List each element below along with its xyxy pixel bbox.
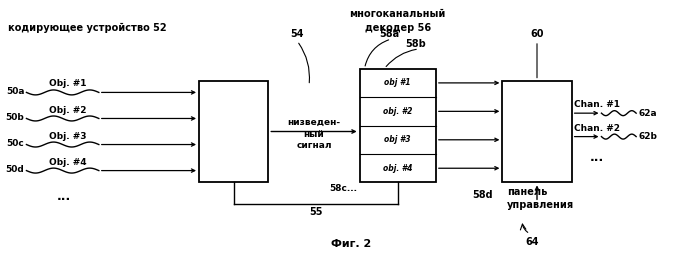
Text: ный: ный (304, 130, 325, 139)
Bar (199, 81, 268, 182)
Text: 62a: 62a (638, 109, 657, 118)
Text: 58c...: 58c... (329, 185, 357, 194)
Bar (503, 81, 572, 182)
Text: Obj. #1: Obj. #1 (49, 79, 87, 88)
Text: obj. #4: obj. #4 (383, 164, 413, 173)
Text: Obj. #2: Obj. #2 (49, 106, 87, 115)
Text: 64: 64 (526, 237, 539, 247)
Text: 58a: 58a (379, 29, 399, 39)
Bar (359, 69, 436, 182)
Text: obj. #2: obj. #2 (383, 107, 413, 116)
Text: 50d: 50d (6, 165, 24, 174)
Text: Chan. #1: Chan. #1 (574, 100, 620, 109)
Text: 50a: 50a (6, 87, 24, 96)
Text: 50c: 50c (7, 139, 24, 148)
Text: 54: 54 (290, 29, 304, 39)
Text: 50b: 50b (6, 113, 24, 122)
Text: многоканальный: многоканальный (350, 9, 446, 19)
Text: Obj. #3: Obj. #3 (49, 131, 87, 140)
Text: Фиг. 2: Фиг. 2 (332, 239, 372, 249)
Text: 58d: 58d (473, 190, 493, 200)
Text: панель
управления: панель управления (507, 187, 574, 210)
Text: сигнал: сигнал (296, 142, 332, 150)
Text: 60: 60 (530, 29, 544, 39)
Text: obj #1: obj #1 (385, 78, 411, 87)
Text: 62b: 62b (638, 132, 657, 141)
Text: кодирующее устройство 52: кодирующее устройство 52 (8, 23, 166, 33)
Text: obj #3: obj #3 (385, 135, 411, 144)
Text: ...: ... (57, 190, 71, 203)
Text: ...: ... (589, 152, 604, 164)
Text: низведен-: низведен- (288, 118, 341, 127)
Text: Obj. #4: Obj. #4 (49, 158, 87, 167)
Text: Chan. #2: Chan. #2 (574, 124, 620, 133)
Text: декодер 56: декодер 56 (364, 23, 431, 33)
Text: 58b: 58b (406, 39, 426, 49)
Text: 55: 55 (309, 207, 322, 217)
